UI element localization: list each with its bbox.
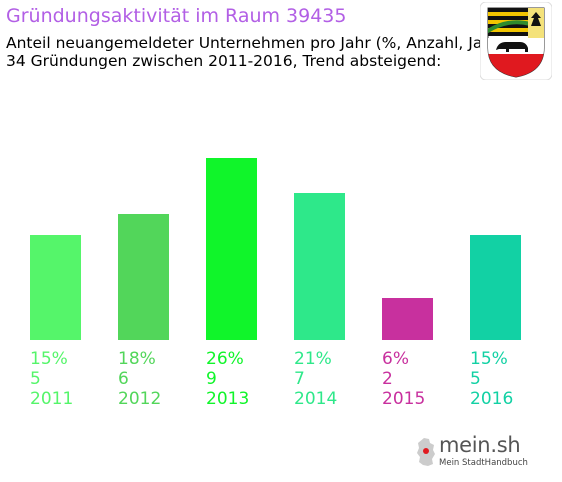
bar-2012 xyxy=(118,214,169,340)
percent-label-2014: 21% xyxy=(294,349,332,369)
bar-2016 xyxy=(470,235,521,340)
percent-label-2016: 15% xyxy=(470,349,508,369)
percent-label-2011: 15% xyxy=(30,349,68,369)
count-label-2015: 2 xyxy=(382,369,393,389)
year-label-2012: 2012 xyxy=(118,389,161,409)
logo-text: mein.sh xyxy=(439,433,521,457)
coat-of-arms-icon xyxy=(480,2,552,80)
year-label-2016: 2016 xyxy=(470,389,513,409)
year-label-2013: 2013 xyxy=(206,389,249,409)
count-label-2014: 7 xyxy=(294,369,305,389)
subtitle-line-1: Anteil neuangemeldeter Unternehmen pro J… xyxy=(6,34,505,52)
bar-2013 xyxy=(206,158,257,340)
bar-2014 xyxy=(294,193,345,340)
percent-label-2015: 6% xyxy=(382,349,409,369)
mein-sh-logo[interactable]: mein.sh Mein StadtHandbuch xyxy=(416,433,528,473)
bar-2015 xyxy=(382,298,433,340)
count-label-2011: 5 xyxy=(30,369,41,389)
count-label-2012: 6 xyxy=(118,369,129,389)
percent-label-2013: 26% xyxy=(206,349,244,369)
year-label-2014: 2014 xyxy=(294,389,337,409)
page-title: Gründungsaktivität im Raum 39435 xyxy=(6,5,347,27)
count-label-2013: 9 xyxy=(206,369,217,389)
bar-2011 xyxy=(30,235,81,340)
percent-label-2012: 18% xyxy=(118,349,156,369)
chart-subtitle: Anteil neuangemeldeter Unternehmen pro J… xyxy=(6,34,505,70)
subtitle-line-2: 34 Gründungen zwischen 2011-2016, Trend … xyxy=(6,52,442,70)
year-label-2015: 2015 xyxy=(382,389,425,409)
logo-subtext: Mein StadtHandbuch xyxy=(439,458,528,468)
germany-map-icon xyxy=(417,438,435,466)
year-label-2011: 2011 xyxy=(30,389,73,409)
count-label-2016: 5 xyxy=(470,369,481,389)
